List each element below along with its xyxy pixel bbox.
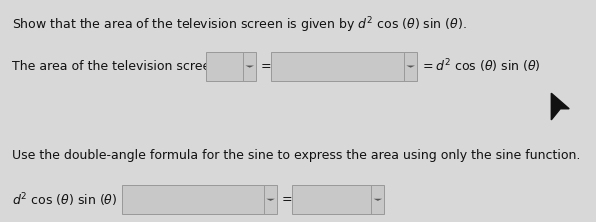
Text: =: = — [261, 60, 272, 73]
Bar — [271, 52, 417, 81]
Polygon shape — [551, 93, 569, 120]
Text: The area of the television screen is: The area of the television screen is — [12, 60, 232, 73]
Bar — [206, 52, 256, 81]
Polygon shape — [266, 199, 275, 201]
Text: Use the double-angle formula for the sine to express the area using only the sin: Use the double-angle formula for the sin… — [12, 149, 581, 162]
Polygon shape — [246, 65, 254, 68]
Text: $d^2$ cos $(θ)$ sin $(θ)$ =: $d^2$ cos $(θ)$ sin $(θ)$ = — [12, 191, 132, 209]
Polygon shape — [374, 199, 382, 201]
Text: $= d^2$ cos $(θ)$ sin $(θ)$: $= d^2$ cos $(θ)$ sin $(θ)$ — [420, 58, 541, 75]
Bar — [122, 185, 277, 214]
Polygon shape — [406, 65, 415, 68]
Bar — [292, 185, 384, 214]
Text: =: = — [281, 193, 292, 206]
Text: Show that the area of the television screen is given by $d^2$ cos $(θ)$ sin $(θ): Show that the area of the television scr… — [12, 16, 467, 35]
